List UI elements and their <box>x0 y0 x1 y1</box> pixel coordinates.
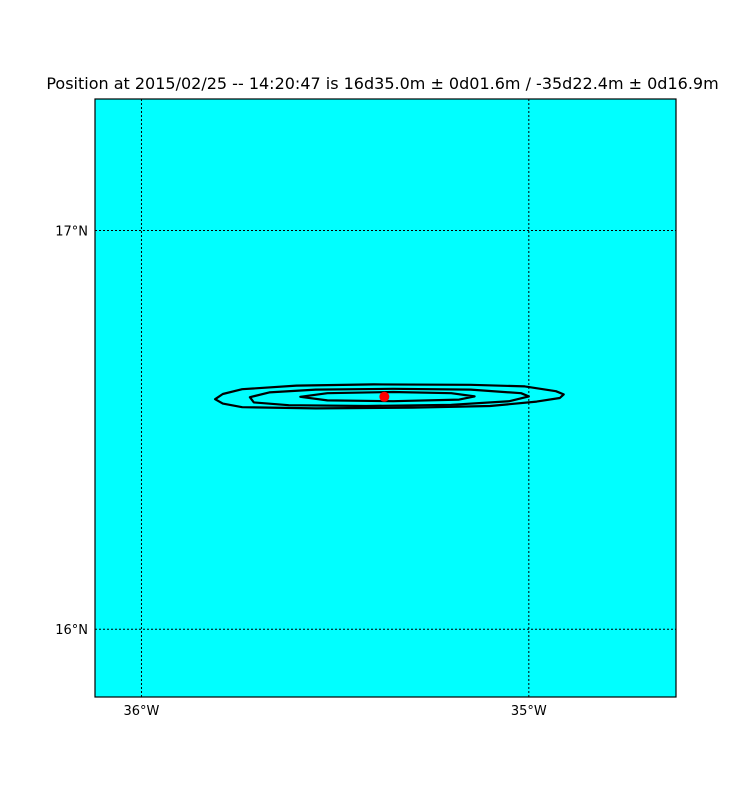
contour-middle <box>248 387 530 408</box>
position-markers <box>379 391 390 402</box>
contour-inner <box>299 390 476 403</box>
lon-tick-label: 35°W <box>511 704 547 719</box>
confidence-contours <box>214 383 565 410</box>
contour-outer <box>214 383 565 410</box>
graticule <box>95 99 676 697</box>
map-frame <box>94 98 677 698</box>
map-title: Position at 2015/02/25 -- 14:20:47 is 16… <box>46 74 719 93</box>
lon-tick-label: 36°W <box>124 704 160 719</box>
lat-tick-label: 17°N <box>55 225 88 240</box>
lat-tick-label: 16°N <box>55 623 88 638</box>
estimated-position-marker <box>379 391 390 402</box>
tick-labels: 36°W 35°W 17°N 16°N <box>55 225 547 719</box>
